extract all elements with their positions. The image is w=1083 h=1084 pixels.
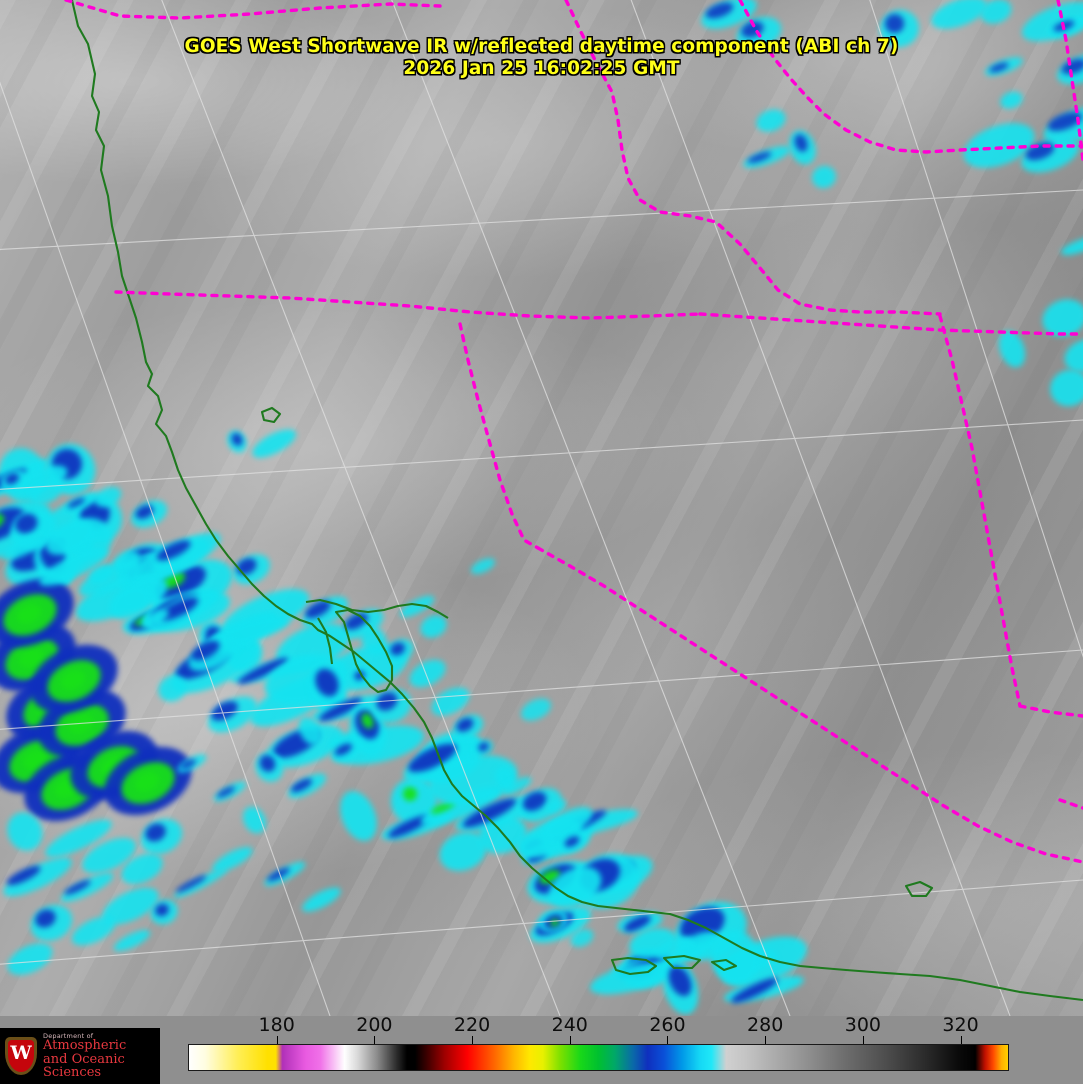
colorbar-tick-label: 320 xyxy=(942,1016,979,1036)
lat-lon-gridlines xyxy=(0,0,1083,1016)
colorbar-tick xyxy=(960,1036,962,1044)
colorbar-ticks xyxy=(188,1036,1009,1044)
colorbar-tick-label: 280 xyxy=(747,1016,784,1036)
colorbar-tick-label: 240 xyxy=(551,1016,588,1036)
colorbar-strip: 180 200 220 240 260 280 300 320 W Department of… xyxy=(0,1016,1083,1084)
logo-line-1: Atmospheric xyxy=(43,1038,127,1054)
colorbar-tick xyxy=(569,1036,571,1044)
crest-letter: W xyxy=(10,1042,32,1064)
colorbar[interactable] xyxy=(188,1044,1009,1071)
colorbar-tick xyxy=(276,1036,278,1044)
colorbar-tick-label: 260 xyxy=(649,1016,686,1036)
uw-aos-logo: W Department of Atmospheric and Oceanic … xyxy=(0,1028,160,1084)
colorbar-tick xyxy=(472,1036,474,1044)
colorbar-tick-labels: 180 200 220 240 260 280 300 320 xyxy=(0,1016,1083,1040)
colorbar-tick xyxy=(765,1036,767,1044)
colorbar-tick xyxy=(667,1036,669,1044)
colorbar-tick-label: 300 xyxy=(844,1016,881,1036)
logo-text: Department of Atmospheric and Oceanic Sc… xyxy=(43,1033,160,1079)
colorbar-tick-label: 180 xyxy=(258,1016,295,1036)
colorbar-gradient xyxy=(189,1045,1008,1070)
political-border-overlay xyxy=(64,0,1083,864)
uw-crest-icon: W xyxy=(4,1036,38,1076)
colorbar-tick-label: 200 xyxy=(356,1016,393,1036)
colorbar-tick-label: 220 xyxy=(453,1016,491,1036)
coastline-overlay xyxy=(70,0,1083,1002)
logo-line-2: and Oceanic Sciences xyxy=(43,1051,125,1080)
satellite-raster: GOES West Shortwave IR w/reflected dayti… xyxy=(0,0,1083,1016)
logo-kicker: Department of xyxy=(43,1031,94,1040)
colorbar-tick xyxy=(862,1036,864,1044)
colorbar-tick xyxy=(374,1036,376,1044)
